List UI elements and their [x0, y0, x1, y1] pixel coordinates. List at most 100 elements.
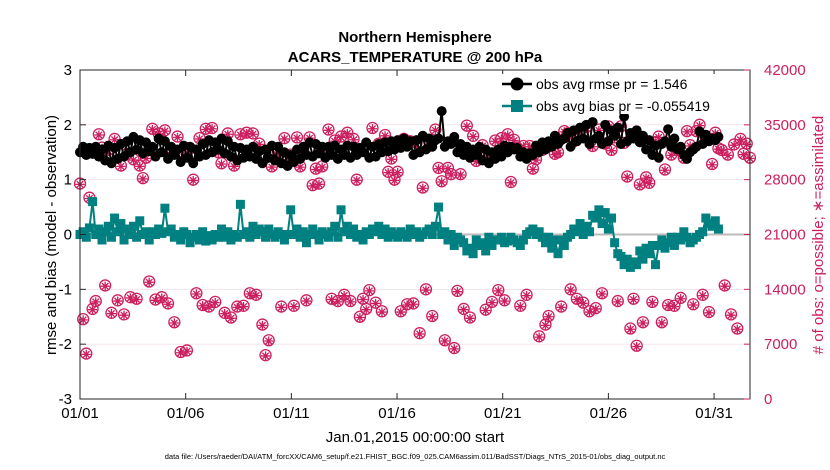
obs-assimilated-point — [157, 293, 167, 303]
bias-point — [581, 221, 591, 231]
bias-point — [207, 235, 217, 245]
obs-assimilated-point — [578, 298, 588, 309]
bias-point — [345, 230, 355, 239]
obs-assimilated-point — [528, 164, 538, 175]
obs-assimilated-point — [295, 162, 305, 172]
obs-possible-point — [577, 296, 590, 309]
obs-possible-point — [643, 176, 656, 189]
bias-point — [518, 235, 528, 245]
obs-assimilated-point — [402, 300, 412, 310]
obs-possible-point — [180, 344, 194, 357]
obs-assimilated-point — [176, 348, 186, 358]
obs-assimilated-point — [597, 289, 607, 299]
obs-possible-point — [583, 305, 596, 318]
x-axis-label: Jan.01,2015 00:00:00 start — [326, 429, 505, 446]
bias-point — [380, 224, 390, 234]
obs-assimilated-point — [220, 309, 230, 319]
bias-point — [713, 224, 723, 234]
obs-assimilated-point — [471, 157, 481, 167]
obs-assimilated-point — [647, 298, 657, 308]
obs-possible-point — [375, 305, 389, 318]
obs-assimilated-point — [632, 341, 642, 352]
obs-possible-point — [718, 279, 731, 292]
obs-assimilated-point — [352, 175, 362, 186]
rmse-point — [713, 131, 724, 142]
obs-assimilated-point — [660, 165, 670, 175]
bias-point — [342, 221, 352, 231]
bias-point — [465, 243, 475, 253]
bias-point — [550, 235, 560, 245]
obs-assimilated-point — [726, 310, 736, 320]
obs-assimilated-point — [144, 277, 154, 287]
obs-possible-point — [300, 294, 313, 307]
y-left-tick-label: 1 — [64, 172, 72, 189]
obs-assimilated-point — [713, 144, 724, 154]
obs-assimilated-point — [433, 164, 444, 174]
bias-point — [449, 240, 459, 250]
bias-point — [657, 235, 667, 245]
obs-assimilated-point — [128, 155, 139, 165]
obs-possible-point — [734, 132, 747, 146]
obs-possible-point — [621, 170, 634, 183]
obs-assimilated-point — [503, 130, 513, 140]
obs-assimilated-point — [339, 291, 349, 301]
obs-possible-point — [492, 283, 505, 297]
obs-assimilated-point — [138, 174, 148, 184]
y-right-axis-ticks: 0 7000 14000 21000 28000 35000 42000 — [744, 62, 806, 408]
obs-assimilated-point — [676, 294, 686, 304]
obs-possible-point — [463, 311, 477, 324]
obs-assimilated-point — [455, 170, 466, 180]
obs-assimilated-point — [342, 128, 352, 139]
obs-assimilated-point — [210, 298, 220, 308]
bias-point — [383, 232, 393, 242]
obs-assimilated-point — [182, 346, 192, 356]
obs-assimilated-point — [248, 129, 258, 139]
bias-point — [84, 223, 94, 233]
obs-possible-point — [633, 178, 646, 191]
obs-assimilated-point — [279, 134, 290, 144]
bias-point — [651, 260, 661, 270]
bias-point — [201, 236, 211, 246]
obs-assimilated-point — [323, 125, 334, 135]
obs-assimilated-point — [349, 135, 359, 145]
bias-point — [559, 240, 569, 250]
legend-rmse-label: obs avg rmse pr = 1.546 — [536, 76, 688, 92]
obs-possible-point — [190, 287, 203, 300]
bias-point — [540, 238, 550, 248]
obs-possible-point — [731, 322, 744, 335]
bias-point — [157, 228, 167, 238]
obs-assimilated-point — [113, 296, 123, 306]
bias-point — [446, 230, 456, 239]
bias-point — [305, 230, 315, 239]
obs-assimilated-point — [389, 175, 400, 186]
obs-assimilated-point — [320, 146, 330, 156]
bias-point — [336, 205, 346, 215]
bias-point — [81, 232, 91, 242]
y-right-tick-label: 7000 — [764, 336, 797, 353]
obs-possible-point — [740, 137, 753, 150]
bias-point — [594, 205, 604, 215]
obs-assimilated-point — [326, 294, 337, 305]
bias-point — [547, 243, 557, 253]
bias-point — [185, 238, 195, 248]
obs-assimilated-point — [553, 148, 563, 158]
obs-assimilated-point — [584, 307, 595, 317]
obs-possible-point — [589, 301, 602, 315]
bias-point — [553, 249, 563, 259]
obs-possible-point — [448, 341, 461, 355]
chart-title-line2: ACARS_TEMPERATURE @ 200 hPa — [288, 49, 543, 66]
bias-point — [377, 230, 387, 239]
obs-assimilated-point — [254, 139, 264, 150]
obs-possible-point — [111, 294, 124, 307]
rmse-point — [188, 158, 199, 169]
legend-bias-label: obs avg bias pr = -0.055419 — [536, 98, 710, 114]
bias-point — [591, 213, 601, 223]
bias-point — [427, 230, 437, 239]
obs-assimilated-point — [682, 127, 692, 137]
bias-point — [619, 260, 629, 270]
obs-possible-point — [485, 295, 499, 309]
obs-possible-point — [105, 306, 118, 319]
obs-possible-point — [542, 309, 555, 323]
y-right-tick-label: 14000 — [764, 281, 806, 298]
obs-assimilated-point — [377, 307, 387, 317]
